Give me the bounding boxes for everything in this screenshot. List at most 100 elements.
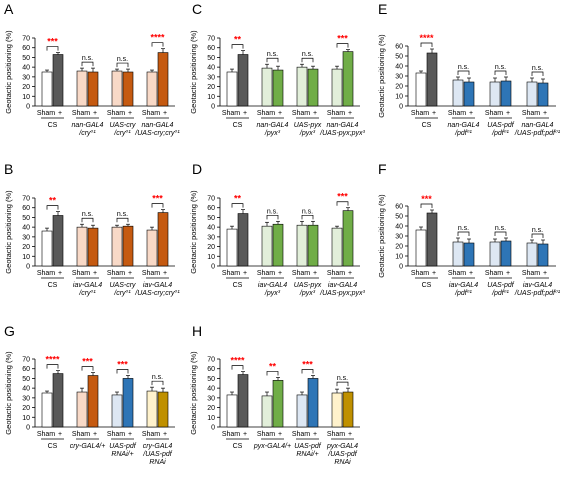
significance-bracket bbox=[457, 70, 470, 75]
significance-label: n.s. bbox=[117, 56, 128, 63]
y-tick-label: 10 bbox=[22, 254, 30, 261]
significance-label: n.s. bbox=[267, 208, 278, 215]
group-label: cry-GAL4 bbox=[143, 443, 173, 450]
bar-group: ** Sham + pyx-GAL4/+ bbox=[253, 361, 291, 450]
y-tick-label: 0 bbox=[399, 104, 403, 111]
significance-label: *** bbox=[82, 357, 93, 367]
plus-bar bbox=[272, 223, 284, 267]
plus-bar bbox=[307, 68, 319, 107]
y-axis-label: Geotactic positioning (%) bbox=[189, 30, 198, 114]
group-label: CS bbox=[233, 122, 243, 129]
plus-bar bbox=[237, 374, 249, 428]
x-tick-sham: Sham bbox=[72, 270, 90, 277]
significance-bracket bbox=[231, 365, 244, 370]
y-tick-label: 30 bbox=[22, 234, 30, 241]
bar-group: n.s. Sham + UAS-pdf/pdf⁰¹ bbox=[485, 64, 515, 137]
bar-group: n.s. Sham + UAS-cry/cry⁰¹ bbox=[107, 211, 136, 297]
y-tick-label: 70 bbox=[207, 36, 215, 43]
y-tick-label: 40 bbox=[207, 386, 215, 393]
y-axis-label: Geotactic positioning (%) bbox=[377, 34, 386, 118]
y-tick-label: 30 bbox=[395, 74, 403, 81]
x-tick-sham: Sham bbox=[485, 110, 503, 117]
y-tick-label: 20 bbox=[207, 405, 215, 412]
sham-bar bbox=[111, 226, 123, 267]
y-tick-label: 20 bbox=[395, 84, 403, 91]
x-tick-sham: Sham bbox=[222, 431, 240, 438]
significance-label: **** bbox=[230, 356, 245, 366]
x-tick-sham: Sham bbox=[292, 431, 310, 438]
group-label: /pdf⁰¹ bbox=[491, 289, 509, 297]
plus-bar bbox=[157, 212, 169, 267]
panel-letter: G bbox=[4, 323, 15, 339]
group-label: RNAi bbox=[149, 459, 166, 466]
bar-group: ** Sham +CS bbox=[222, 194, 249, 289]
x-tick-plus: + bbox=[313, 431, 317, 438]
y-tick-label: 20 bbox=[207, 84, 215, 91]
y-tick-label: 40 bbox=[207, 65, 215, 72]
x-tick-plus: + bbox=[469, 110, 473, 117]
x-tick-plus: + bbox=[243, 270, 247, 277]
group-label: /pyx³ bbox=[299, 130, 316, 137]
group-label: CS bbox=[233, 282, 243, 289]
x-tick-plus: + bbox=[163, 270, 167, 277]
y-tick-label: 20 bbox=[22, 244, 30, 251]
sham-bar bbox=[526, 242, 538, 267]
x-tick-plus: + bbox=[93, 270, 97, 277]
significance-label: n.s. bbox=[532, 65, 543, 72]
significance-label: *** bbox=[302, 360, 313, 370]
x-tick-sham: Sham bbox=[448, 110, 466, 117]
group-label: cry-GAL4/+ bbox=[70, 443, 106, 450]
group-label: nan-GAL4 bbox=[257, 122, 289, 129]
sham-bar bbox=[296, 224, 308, 267]
sham-bar bbox=[331, 392, 343, 428]
group-label: nan-GAL4 bbox=[327, 122, 359, 129]
sham-bar bbox=[146, 71, 158, 107]
plus-bar bbox=[122, 378, 134, 428]
x-tick-sham: Sham bbox=[327, 110, 345, 117]
significance-label: n.s. bbox=[82, 55, 93, 62]
y-tick-label: 60 bbox=[22, 45, 30, 52]
sham-bar bbox=[452, 79, 464, 107]
plus-bar bbox=[52, 373, 64, 428]
plus-bar bbox=[307, 378, 319, 428]
significance-label: n.s. bbox=[458, 64, 469, 71]
y-tick-label: 70 bbox=[207, 357, 215, 364]
significance-bracket bbox=[116, 369, 129, 374]
y-tick-label: 40 bbox=[22, 225, 30, 232]
plus-bar bbox=[122, 225, 134, 267]
y-tick-label: 10 bbox=[22, 415, 30, 422]
sham-bar bbox=[489, 241, 501, 267]
x-tick-plus: + bbox=[163, 431, 167, 438]
group-label: CS bbox=[422, 122, 432, 129]
group-label: iav-GAL4 bbox=[143, 282, 172, 289]
x-tick-sham: Sham bbox=[448, 270, 466, 277]
x-tick-sham: Sham bbox=[37, 431, 55, 438]
plus-bar bbox=[52, 54, 64, 107]
x-tick-plus: + bbox=[313, 270, 317, 277]
panel-letter: C bbox=[192, 1, 202, 17]
group-label: /pyx³ bbox=[264, 290, 281, 297]
y-tick-label: 10 bbox=[207, 415, 215, 422]
x-tick-sham: Sham bbox=[411, 110, 429, 117]
group-label: /UAS-pdf;pdf⁰¹ bbox=[514, 129, 561, 137]
bar-group: n.s. Sham + UAS-pyx/pyx³ bbox=[292, 208, 322, 297]
significance-bracket bbox=[46, 205, 59, 210]
group-label: /cry⁰¹ bbox=[113, 129, 131, 137]
group-label: iav-GAL4 bbox=[449, 282, 478, 289]
y-tick-label: 50 bbox=[22, 215, 30, 222]
group-label: pyx-GAL4/+ bbox=[253, 443, 291, 450]
group-label: /UAS-pdf;pdf⁰¹ bbox=[514, 289, 561, 297]
significance-bracket bbox=[420, 42, 433, 47]
significance-label: n.s. bbox=[495, 64, 506, 71]
panel-g: G Geotactic positioning (%) 0 10 20 30 40 50 60 7… bbox=[4, 323, 175, 466]
bar-group: n.s. Sham + nan-GAL4/cry⁰¹ bbox=[72, 55, 104, 137]
significance-bracket bbox=[46, 364, 59, 369]
x-tick-plus: + bbox=[348, 110, 352, 117]
plus-bar bbox=[87, 375, 99, 428]
panel-letter: E bbox=[378, 1, 387, 17]
group-label: nan-GAL4 bbox=[448, 122, 480, 129]
significance-bracket bbox=[266, 57, 279, 63]
